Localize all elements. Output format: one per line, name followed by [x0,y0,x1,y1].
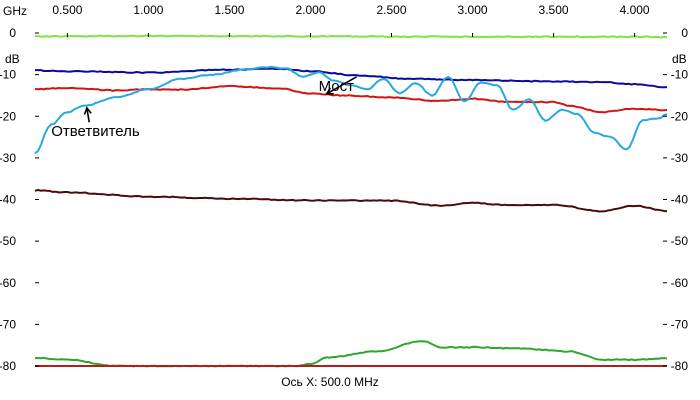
annotation-arrowhead [83,106,92,115]
y-tick-label-right: -10 [671,68,689,82]
y-tick-label-left: -70 [0,317,16,331]
y-tick-label-left: -60 [0,276,16,290]
y-tick-label-right: -80 [671,359,689,373]
y-unit-label-left: dB [5,52,20,66]
y-tick-label-left: 0 [9,26,16,40]
x-unit-label: GHz [3,4,27,18]
y-tick-label-right: -30 [671,151,689,165]
x-axis-footer: Ось X: 500.0 MHz [281,375,379,389]
annotation-label: Мост [319,78,355,95]
x-tick-label: 0.500 [52,3,82,17]
y-tick-label-right: -40 [671,193,689,207]
y-tick-label-left: -20 [0,109,16,123]
x-tick-label: 2.500 [376,3,406,17]
annotation-arrowhead [325,87,334,95]
y-tick-label-left: -40 [0,193,16,207]
y-tick-label-left: -80 [0,359,16,373]
y-tick-label-right: -70 [671,317,689,331]
x-tick-label: 3.500 [539,3,569,17]
series-layer [34,34,668,368]
y-tick-label-right: -60 [671,276,689,290]
x-tick-label: 1.500 [214,3,244,17]
series-line-1 [34,34,668,39]
annotation-layer: Мост Ответвитель [51,76,357,140]
series-line-4 [34,65,668,155]
y-tick-label-left: -10 [0,68,16,82]
series-line-5 [34,189,668,213]
y-tick-label-left: -50 [0,234,16,248]
x-tick-label: 3.000 [458,3,488,17]
annotation-label: Ответвитель [51,123,140,140]
y-unit-label-right: dB [672,52,687,66]
y-tick-label-left: -30 [0,151,16,165]
x-tick-label: 1.000 [133,3,163,17]
y-tick-label-right: 0 [681,26,688,40]
annotation-arrow [326,76,357,95]
y-tick-label-right: -50 [671,234,689,248]
annotation-arrow [86,107,90,123]
y-tick-label-right: -20 [671,109,689,123]
x-tick-label: 4.000 [620,3,650,17]
series-line-2 [35,67,668,89]
x-tick-label: 2.000 [295,3,325,17]
ticks-layer: 0.500 1.000 1.500 2.000 2.500 3.000 3.500 4.000… [0,3,688,373]
